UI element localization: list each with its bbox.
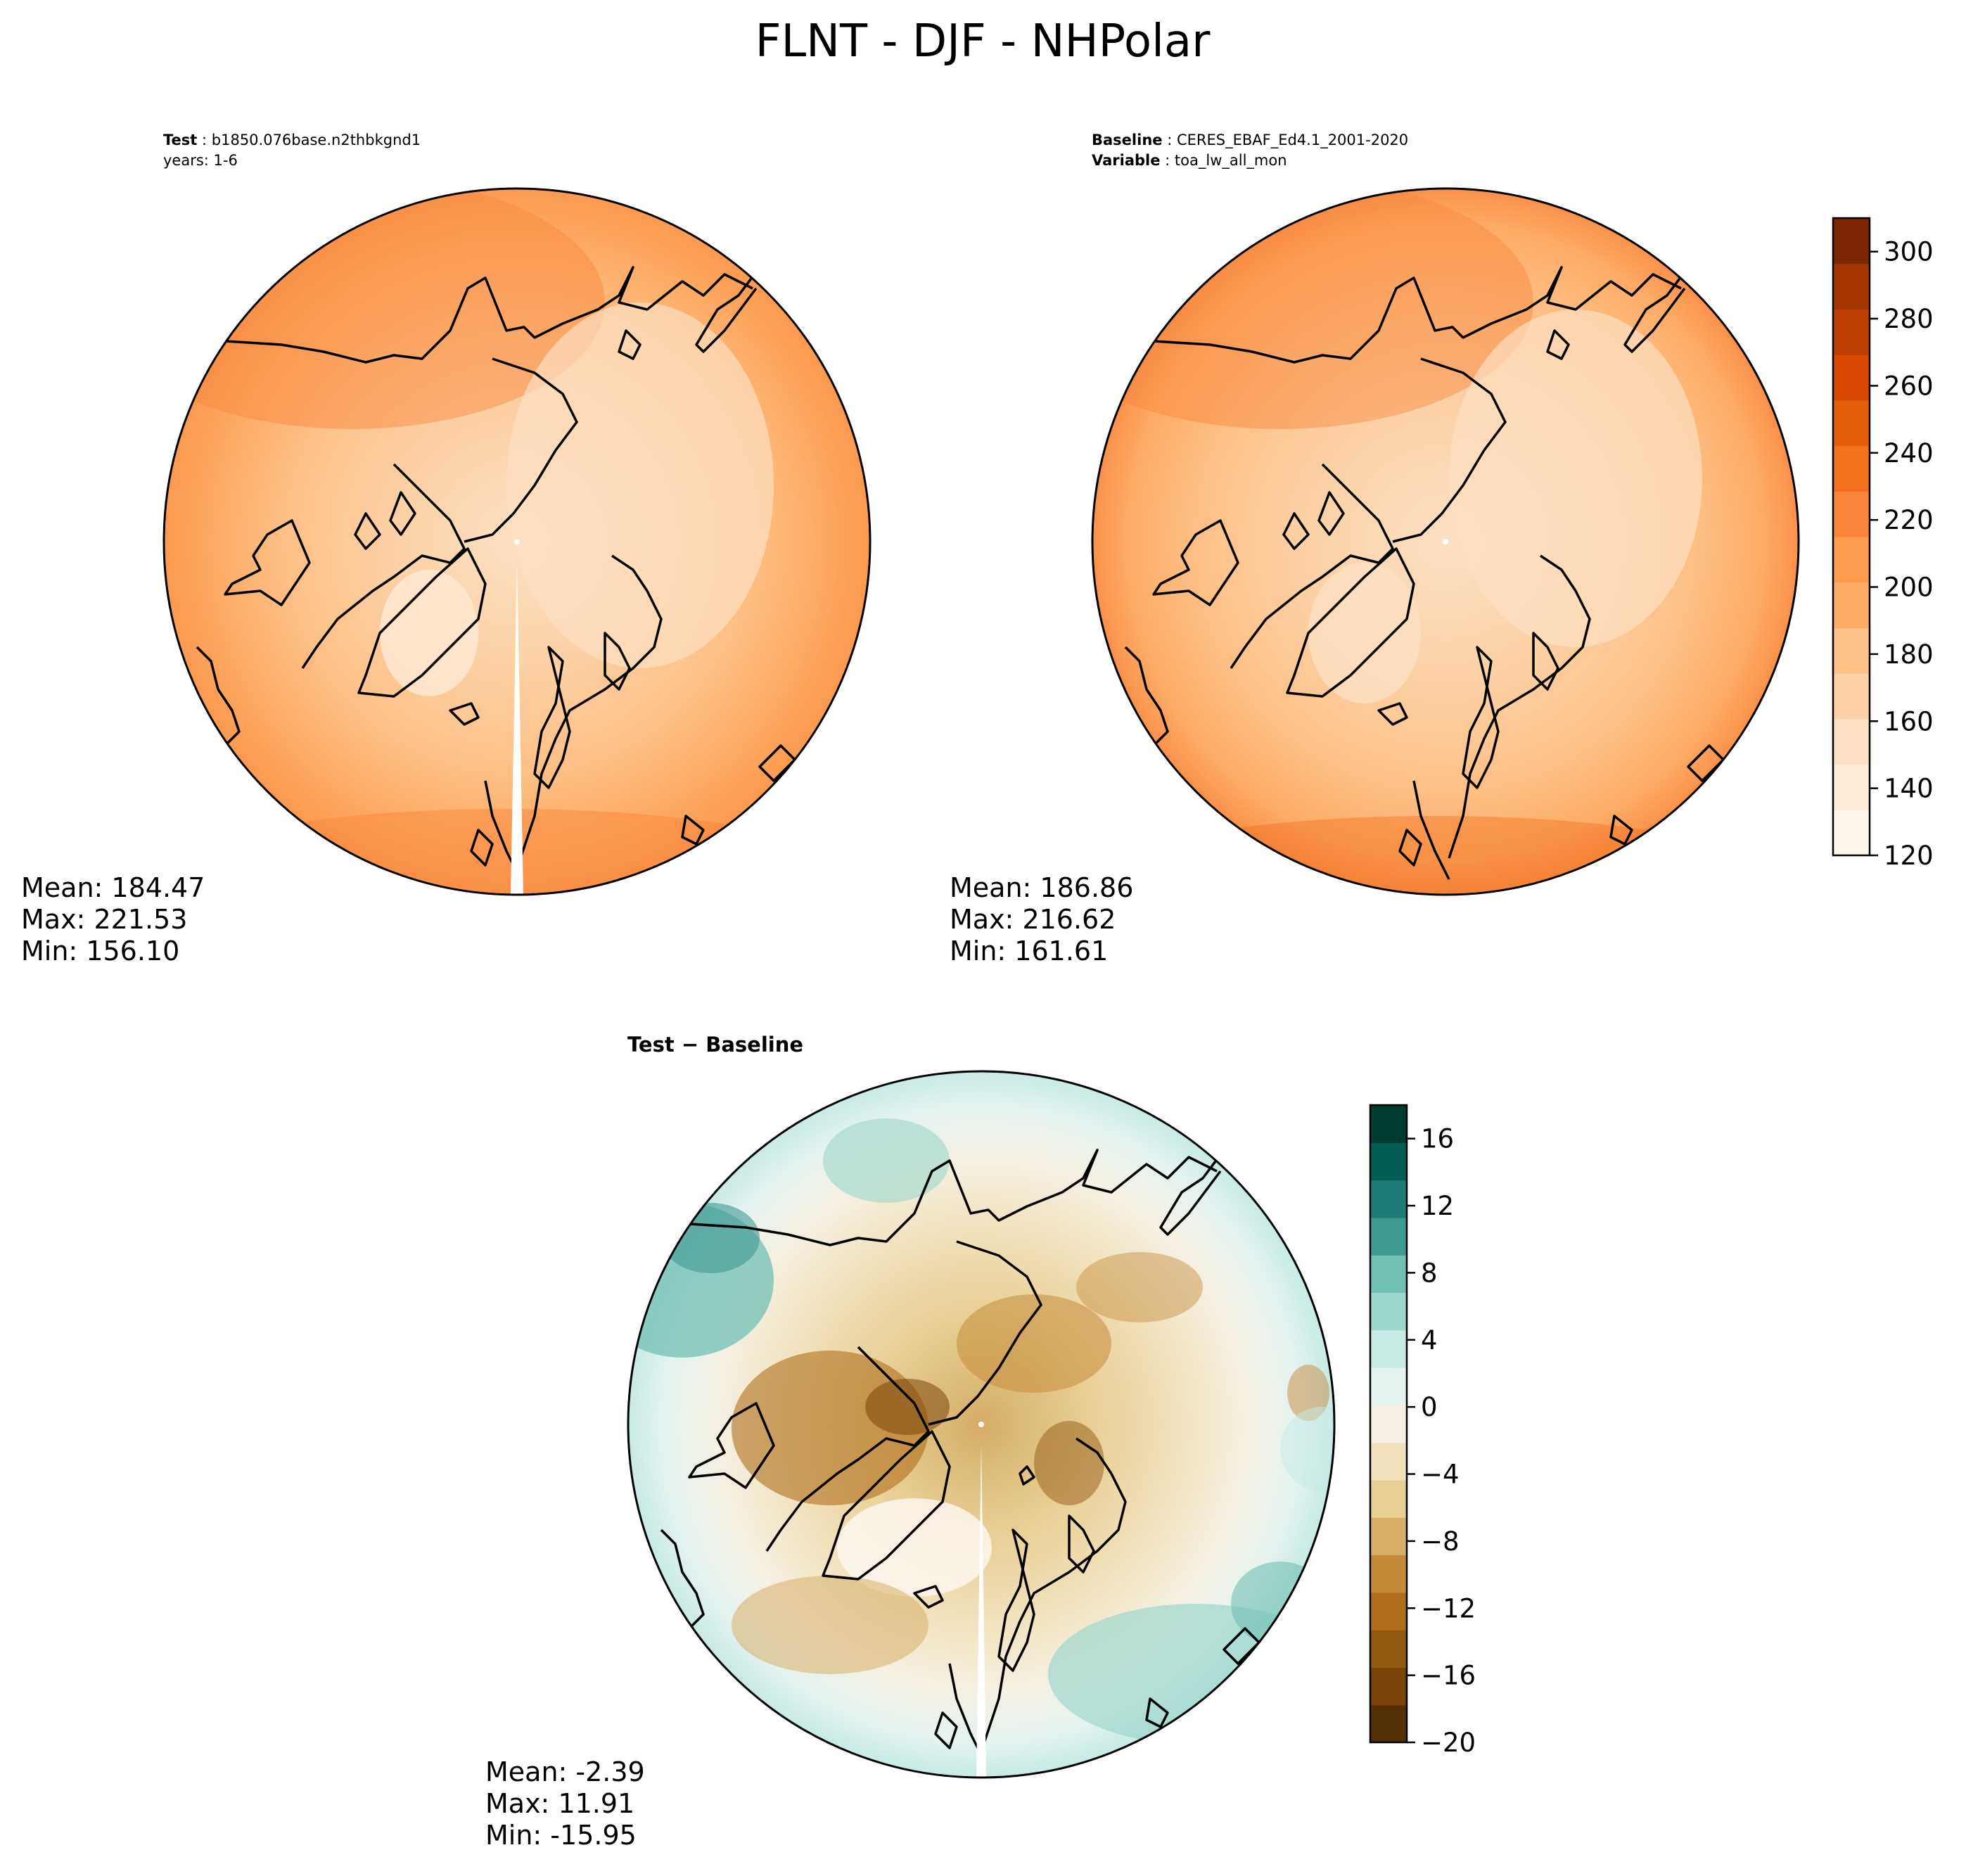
colorbar-seq-tick-label: 180 (1884, 639, 1934, 670)
stat-baseline-max: Max: 216.62 (950, 904, 1116, 935)
colorbar-seq-color-level (1833, 627, 1870, 674)
panel-baseline-sep-1: : (1163, 132, 1177, 148)
panel-test: Test : b1850.076base.n2thbkgnd1 years: 1… (21, 132, 872, 966)
colorbar-seq-tick-label: 200 (1884, 573, 1934, 603)
colorbar-diverging: −20 −16 −12 −8 −4 0 4 8 12 16 (1369, 1104, 1476, 1758)
map-test (164, 189, 870, 895)
colorbar-seq-color-level (1833, 355, 1870, 401)
colorbar-seq-color-level (1833, 764, 1870, 810)
colorbar-div-color-level (1370, 1592, 1407, 1631)
panel-baseline-header-line-1: Baseline : CERES_EBAF_Ed4.1_2001-2020 (1092, 132, 1408, 149)
colorbar-div-tick-label: 4 (1421, 1325, 1438, 1355)
panel-baseline-key-1: Baseline (1092, 132, 1163, 148)
stat-baseline-min: Min: 161.61 (950, 936, 1108, 966)
colorbar-div-color-level (1370, 1667, 1407, 1706)
stat-test-mean: Mean: 184.47 (21, 872, 205, 903)
stat-baseline-mean: Mean: 186.86 (950, 872, 1133, 903)
colorbar-seq-color-level (1833, 718, 1870, 765)
colorbar-seq-frame (1832, 217, 1871, 857)
colorbar-div-tick-label: −16 (1421, 1661, 1476, 1691)
panel-baseline-value-1: CERES_EBAF_Ed4.1_2001-2020 (1177, 132, 1408, 149)
colorbar-div-color-level (1370, 1479, 1407, 1518)
panel-test-key-1: Test (163, 132, 197, 148)
stat-diff-max: Max: 11.91 (485, 1788, 634, 1819)
colorbar-div-color-level (1370, 1105, 1407, 1143)
panel-diff-title: Test − Baseline (627, 1033, 803, 1057)
map-diff (628, 1071, 1334, 1778)
panel-baseline: Baseline : CERES_EBAF_Ed4.1_2001-2020 Va… (950, 132, 1800, 966)
colorbar-div-color-level (1370, 1630, 1407, 1668)
colorbar-seq-tick-label: 140 (1884, 774, 1934, 804)
colorbar-seq-color-level (1833, 582, 1870, 629)
map-baseline (1092, 189, 1799, 895)
panel-baseline-header-line-2: Variable : toa_lw_all_mon (1092, 152, 1287, 170)
colorbar-seq-tick-label: 240 (1884, 438, 1934, 468)
colorbar-div-tick-label: −4 (1421, 1460, 1460, 1490)
colorbar-div-tick-label: −12 (1421, 1593, 1476, 1623)
colorbar-div-tick-label: −8 (1421, 1526, 1460, 1557)
colorbar-div-color-level (1370, 1367, 1407, 1405)
colorbar-seq-color-level (1833, 309, 1870, 355)
colorbar-seq-color-level (1833, 218, 1870, 264)
colorbar-seq-tick-label: 280 (1884, 304, 1934, 334)
colorbar-div-tick-label: 16 (1421, 1124, 1454, 1154)
panel-test-sep-1: : (197, 132, 211, 148)
colorbar-seq-color-level (1833, 263, 1870, 310)
colorbar-div-color-level (1370, 1555, 1407, 1593)
stat-diff-min: Min: -15.95 (485, 1820, 637, 1851)
colorbar-div-color-level (1370, 1180, 1407, 1218)
panel-baseline-key-2: Variable (1092, 152, 1160, 169)
colorbar-seq-tick-label: 120 (1884, 841, 1934, 871)
colorbar-div-color-level (1370, 1292, 1407, 1331)
colorbar-seq-tick-label: 300 (1884, 237, 1934, 267)
colorbar-div-color-level (1370, 1442, 1407, 1481)
figure-title: FLNT - DJF - NHPolar (755, 15, 1211, 68)
colorbar-div-tick-label: 8 (1421, 1258, 1438, 1288)
colorbar-seq-tick-label: 220 (1884, 505, 1934, 535)
colorbar-seq-color-level (1833, 810, 1870, 856)
colorbar-div-frame (1369, 1104, 1408, 1744)
panel-test-header-line-1: Test : b1850.076base.n2thbkgnd1 (163, 132, 421, 148)
colorbar-seq-tick-label: 260 (1884, 371, 1934, 401)
stat-diff-mean: Mean: -2.39 (485, 1756, 645, 1787)
map-test-boundary (162, 187, 872, 896)
colorbar-sequential: 120 140 160 180 200 220 240 260 280 300 (1832, 217, 1934, 871)
panel-diff: Test − Baseline (485, 1033, 1336, 1851)
colorbar-seq-color-level (1833, 400, 1870, 447)
map-diff-boundary (627, 1070, 1336, 1779)
panel-test-value-1: b1850.076base.n2thbkgnd1 (212, 132, 421, 148)
colorbar-div-color-level (1370, 1255, 1407, 1294)
panel-baseline-value-2: toa_lw_all_mon (1175, 152, 1287, 170)
colorbar-seq-color-level (1833, 537, 1870, 583)
colorbar-div-tick-label: −20 (1421, 1728, 1476, 1758)
colorbar-div-color-level (1370, 1405, 1407, 1443)
colorbar-div-color-level (1370, 1217, 1407, 1256)
colorbar-div-color-level (1370, 1142, 1407, 1181)
panel-baseline-sep-2: : (1160, 152, 1174, 169)
panel-test-header-line-2: years: 1-6 (163, 152, 238, 169)
stat-test-max: Max: 221.53 (21, 904, 187, 935)
colorbar-div-color-level (1370, 1517, 1407, 1556)
colorbar-div-color-level (1370, 1329, 1407, 1368)
colorbar-seq-tick-label: 160 (1884, 706, 1934, 736)
map-baseline-boundary (1091, 187, 1800, 896)
colorbar-div-tick-label: 12 (1421, 1191, 1454, 1221)
colorbar-seq-color-level (1833, 673, 1870, 720)
colorbar-div-tick-label: 0 (1421, 1392, 1438, 1422)
colorbar-seq-color-level (1833, 491, 1870, 537)
stat-test-min: Min: 156.10 (21, 936, 179, 966)
colorbar-seq-color-level (1833, 445, 1870, 492)
colorbar-div-color-level (1370, 1704, 1407, 1743)
